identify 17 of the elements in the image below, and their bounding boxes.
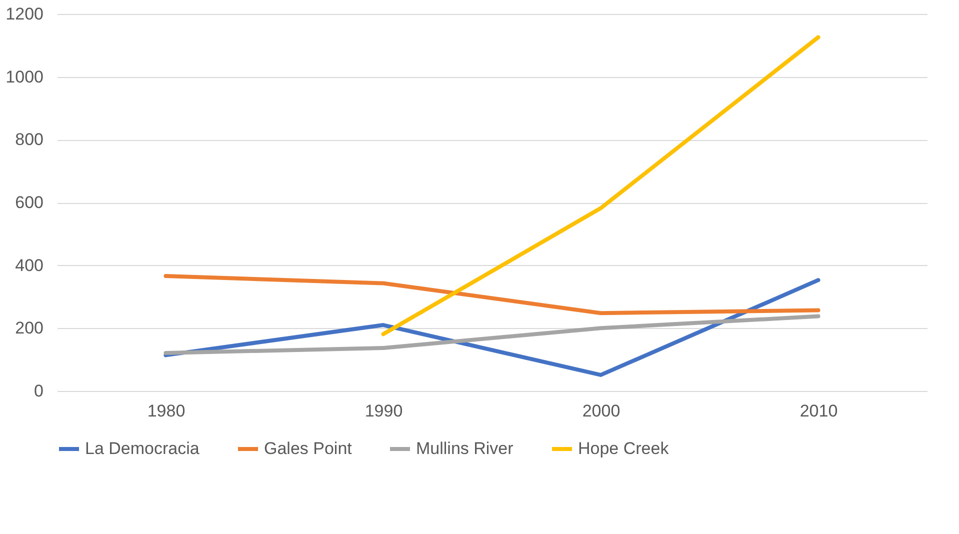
y-tick-label: 1000 [6,67,44,86]
x-tick-label: 2000 [582,402,620,420]
line-series [164,274,820,316]
y-tick-label: 200 [15,318,44,338]
y-tick-label: 800 [15,130,44,150]
legend-label: Gales Point [264,439,352,458]
legend-label: Mullins River [416,439,514,458]
x-tick-label: 1980 [147,402,186,420]
x-tick-label: 1990 [364,402,403,420]
y-tick-label: 400 [15,256,44,275]
y-tick-label: 0 [34,382,44,400]
y-tick-label: 600 [15,193,44,212]
legend-label: Hope Creek [578,439,670,458]
y-tick-label: 1200 [6,4,44,24]
legend-label: La Democracia [85,439,200,458]
line-series [164,314,820,355]
x-tick-label: 2010 [800,402,838,420]
